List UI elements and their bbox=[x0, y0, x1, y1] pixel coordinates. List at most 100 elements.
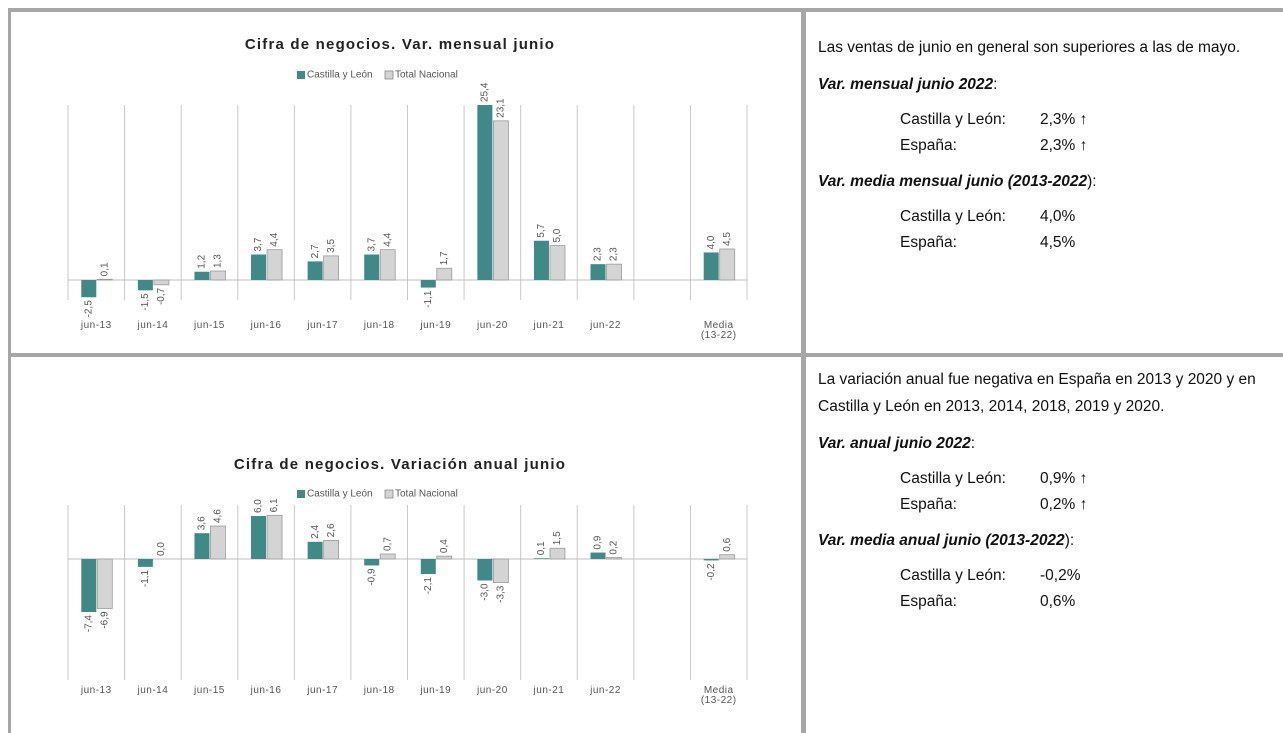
chart-title: Cifra de negocios. Variación anual junio bbox=[234, 456, 566, 473]
x-tick-label: jun-14 bbox=[136, 320, 168, 331]
value-label: -3,0 bbox=[480, 583, 491, 601]
x-tick-label: jun-14 bbox=[136, 685, 168, 696]
heading-suffix: : bbox=[993, 76, 998, 93]
heading-text: Var. media mensual junio (2013-2022 bbox=[818, 173, 1088, 190]
x-tick-line: jun-19 bbox=[419, 320, 451, 331]
x-tick-line: Media bbox=[704, 320, 734, 331]
value-label: 0,1 bbox=[99, 262, 110, 276]
x-tick-label: jun-16 bbox=[250, 320, 282, 331]
x-tick-line: jun-17 bbox=[306, 320, 338, 331]
x-tick-label: Media (13-22) bbox=[701, 685, 737, 706]
bar bbox=[323, 255, 340, 281]
heading: Var. media mensual junio (2013-2022): bbox=[818, 168, 1280, 195]
bar bbox=[606, 557, 622, 560]
heading-suffix: ): bbox=[1087, 173, 1097, 190]
bar bbox=[364, 559, 380, 566]
value-label: -2,5 bbox=[83, 300, 94, 318]
block: Var. mensual junio 2022: Castilla y León:… bbox=[818, 71, 1280, 158]
x-tick-label: jun-19 bbox=[419, 320, 451, 331]
row: España: 0,2% ↑ bbox=[900, 491, 1280, 517]
bar bbox=[590, 264, 606, 280]
x-tick-line: jun-13 bbox=[80, 320, 112, 331]
heading-text: Var. anual junio 2022 bbox=[818, 435, 971, 452]
frame-top bbox=[8, 8, 1283, 12]
bar bbox=[420, 280, 436, 288]
value-label: 1,7 bbox=[439, 251, 450, 265]
legend-swatch bbox=[384, 489, 394, 499]
bar bbox=[210, 525, 226, 560]
value-label: 4,4 bbox=[269, 232, 280, 246]
heading-text: Var. mensual junio 2022 bbox=[818, 76, 994, 93]
row-label: Castilla y León: bbox=[900, 470, 1006, 487]
value-label: 25,4 bbox=[480, 82, 491, 102]
legend-label: Castilla y León bbox=[307, 489, 373, 500]
x-tick-label: jun-17 bbox=[306, 320, 338, 331]
value-label: 1,2 bbox=[197, 254, 208, 268]
legend-label: Castilla y León bbox=[307, 70, 373, 81]
x-tick-label: Media (13-22) bbox=[701, 320, 737, 341]
x-tick-label: jun-16 bbox=[250, 685, 282, 696]
value-label: 2,4 bbox=[310, 524, 321, 538]
bar bbox=[606, 263, 622, 281]
x-tick-label: jun-13 bbox=[80, 320, 112, 331]
x-tick-line: jun-14 bbox=[136, 320, 168, 331]
value-label: -2,1 bbox=[423, 577, 434, 595]
x-tick-label: jun-21 bbox=[533, 685, 565, 696]
bar bbox=[590, 552, 606, 559]
value-label: 3,7 bbox=[253, 237, 264, 251]
value-label: 23,1 bbox=[496, 98, 507, 118]
bar bbox=[492, 558, 509, 584]
bar bbox=[703, 559, 719, 561]
bar bbox=[251, 254, 267, 280]
value-label: 4,5 bbox=[722, 232, 733, 246]
row-value: -0,2% bbox=[1040, 567, 1081, 584]
value-label: 3,5 bbox=[326, 239, 337, 253]
legend-swatch bbox=[384, 70, 394, 80]
value-label: 2,3 bbox=[609, 247, 620, 261]
row-value: 2,3% ↑ bbox=[1040, 111, 1088, 128]
bar bbox=[719, 248, 736, 281]
charts: Cifra de negocios. Var. mensual junio Cas… bbox=[67, 36, 748, 706]
x-tick-label: jun-18 bbox=[363, 320, 395, 331]
bar bbox=[96, 558, 113, 609]
x-tick-line: jun-21 bbox=[533, 320, 565, 331]
bar bbox=[81, 559, 97, 612]
x-tick-label: jun-17 bbox=[306, 685, 338, 696]
bar bbox=[703, 252, 719, 280]
value-label: 0,6 bbox=[722, 537, 733, 551]
bar bbox=[307, 261, 323, 280]
frame-row bbox=[8, 353, 1283, 357]
intro: La variación anual fue negativa en Españ… bbox=[818, 371, 1256, 415]
value-label: -7,4 bbox=[83, 615, 94, 633]
legend-swatch bbox=[297, 71, 305, 79]
x-tick-line: jun-17 bbox=[306, 685, 338, 696]
value-label: 0,0 bbox=[156, 542, 167, 556]
x-tick-line: jun-16 bbox=[250, 320, 282, 331]
bar bbox=[307, 541, 323, 559]
x-tick-line: jun-14 bbox=[136, 685, 168, 696]
x-tick-label: jun-20 bbox=[476, 320, 508, 331]
intro: Las ventas de junio en general son super… bbox=[818, 39, 1241, 56]
bar bbox=[364, 254, 380, 280]
row-value: 2,3% ↑ bbox=[1040, 137, 1088, 154]
heading: Var. anual junio 2022: bbox=[818, 430, 1280, 457]
x-tick-line: jun-19 bbox=[419, 685, 451, 696]
note: La variación anual fue negativa en Españ… bbox=[818, 366, 1280, 624]
x-tick-label: jun-18 bbox=[363, 685, 395, 696]
x-tick-line: jun-22 bbox=[589, 320, 621, 331]
row: España: 2,3% ↑ bbox=[900, 132, 1280, 158]
row-value: 4,0% bbox=[1040, 208, 1076, 225]
frame-mid bbox=[801, 8, 806, 733]
x-tick-line: jun-22 bbox=[589, 685, 621, 696]
bar bbox=[719, 554, 736, 560]
value-label: -1,5 bbox=[140, 293, 151, 311]
x-tick-label: jun-20 bbox=[476, 685, 508, 696]
heading-suffix: : bbox=[970, 435, 976, 452]
x-tick-line: (13-22) bbox=[701, 330, 737, 341]
row-label: Castilla y León: bbox=[900, 111, 1006, 128]
x-tick-line: jun-18 bbox=[363, 685, 395, 696]
x-tick-label: jun-15 bbox=[193, 685, 225, 696]
x-tick-line: jun-16 bbox=[250, 685, 282, 696]
value-label: 0,1 bbox=[536, 541, 547, 555]
value-label: -0,2 bbox=[706, 563, 717, 581]
